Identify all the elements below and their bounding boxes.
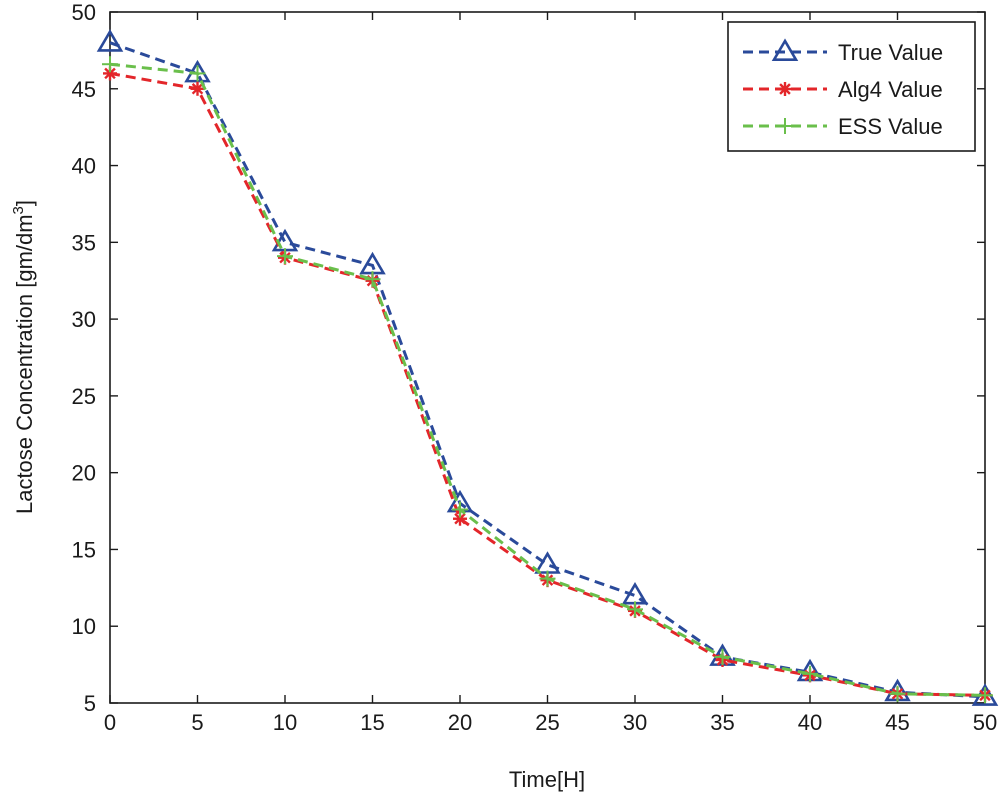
series-line [109,71,986,697]
data-point [102,56,118,73]
y-tick-label: 20 [72,461,96,486]
x-tick-label: 5 [191,710,203,735]
legend-marker [777,118,793,134]
legend-marker [778,82,792,96]
y-tick-label: 25 [72,384,96,409]
x-tick-label: 50 [973,710,997,735]
y-axis-label-main: Lactose Concentration [gm/dm [12,214,37,514]
data-point [802,665,818,682]
x-tick-label: 35 [710,710,734,735]
legend: True Value Alg4 Value ESS Value [727,21,976,152]
y-tick-label: 15 [72,537,96,562]
data-point [189,65,206,82]
y-axis-label-end: ] [12,200,37,206]
y-tick-label: 40 [72,154,96,179]
x-axis-label: Time[H] [509,767,585,792]
y-tick-label: 45 [72,77,96,102]
legend-box [727,21,976,152]
data-point [977,687,993,704]
x-tick-label: 30 [623,710,647,735]
y-tick-label: 35 [72,230,96,255]
data-point [277,248,293,265]
data-point [889,685,906,702]
data-point [96,29,124,52]
legend-items: True Value Alg4 Value ESS Value [743,38,943,139]
data-point [364,271,381,288]
series-2 [102,56,993,704]
data-point [627,601,643,618]
data-point [190,81,205,96]
legend-entry: Alg4 Value [743,77,943,102]
legend-marker [771,38,799,62]
data-point [452,501,468,518]
x-tick-label: 20 [448,710,472,735]
x-tick-label: 0 [104,710,116,735]
x-tick-label: 10 [273,710,297,735]
y-tick-label: 50 [72,0,96,25]
legend-label: ESS Value [838,114,943,139]
legend-entry: True Value [743,38,943,65]
y-axis-label-superscript: 3 [10,206,27,214]
y-tick-label: 30 [72,307,96,332]
y-tick-label: 5 [84,691,96,716]
series-layer [96,29,999,706]
x-tick-label: 45 [885,710,909,735]
legend-entry: ESS Value [743,114,943,139]
x-tick-label: 25 [535,710,559,735]
y-tick-label: 10 [72,614,96,639]
x-tick-label: 40 [798,710,822,735]
y-axis-label: Lactose Concentration [gm/dm3] [10,200,37,514]
data-point [539,570,556,587]
x-tick-label: 15 [360,710,384,735]
data-point [714,648,731,665]
legend-label: True Value [838,40,943,65]
legend-label: Alg4 Value [838,77,943,102]
